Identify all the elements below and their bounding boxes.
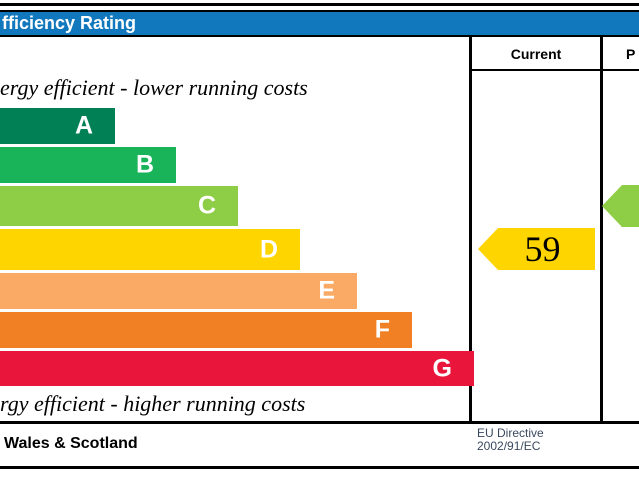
rating-band-b: B — [0, 147, 176, 183]
chart-bottom-border-line — [0, 421, 639, 424]
rating-band-f: F — [0, 312, 412, 348]
band-letter-b: B — [135, 150, 154, 179]
band-letter-e: E — [318, 276, 335, 305]
band-letter-g: G — [432, 354, 452, 382]
band-letter-d: D — [259, 235, 278, 263]
top-border-line — [0, 3, 639, 6]
current-column-header: Current — [510, 46, 562, 62]
rating-band-a: A — [0, 108, 115, 144]
column-header-underline — [469, 69, 639, 71]
band-letter-c: C — [197, 191, 216, 220]
potential-rating-arrow — [602, 185, 639, 227]
eu-directive-line2: 2002/91/EC — [477, 439, 541, 453]
footer-eu-directive: EU Directive 2002/91/EC — [477, 427, 544, 453]
rating-band-d: D — [0, 229, 300, 270]
rating-band-e: E — [0, 273, 357, 309]
caption-lower-running-costs: ergy efficient - lower running costs — [0, 75, 308, 100]
potential-column-header: P — [626, 46, 636, 62]
band-letter-a: A — [74, 111, 93, 140]
title-bar: fficiency Rating — [0, 10, 639, 37]
rating-band-g: G — [0, 351, 474, 386]
caption-higher-running-costs: rgy efficient - higher running costs — [0, 391, 306, 416]
footer-bottom-border-line — [0, 466, 639, 469]
potential-column-left-divider — [600, 37, 603, 421]
title-bar-label: fficiency Rating — [2, 13, 137, 33]
current-column-left-divider — [469, 37, 472, 421]
footer-region-label: Wales & Scotland — [4, 435, 138, 452]
band-letter-f: F — [374, 315, 390, 344]
current-rating-value: 59 — [524, 229, 561, 269]
eu-directive-line1: EU Directive — [477, 426, 544, 440]
rating-band-c: C — [0, 186, 238, 226]
current-rating-arrow: 59 — [478, 228, 595, 270]
